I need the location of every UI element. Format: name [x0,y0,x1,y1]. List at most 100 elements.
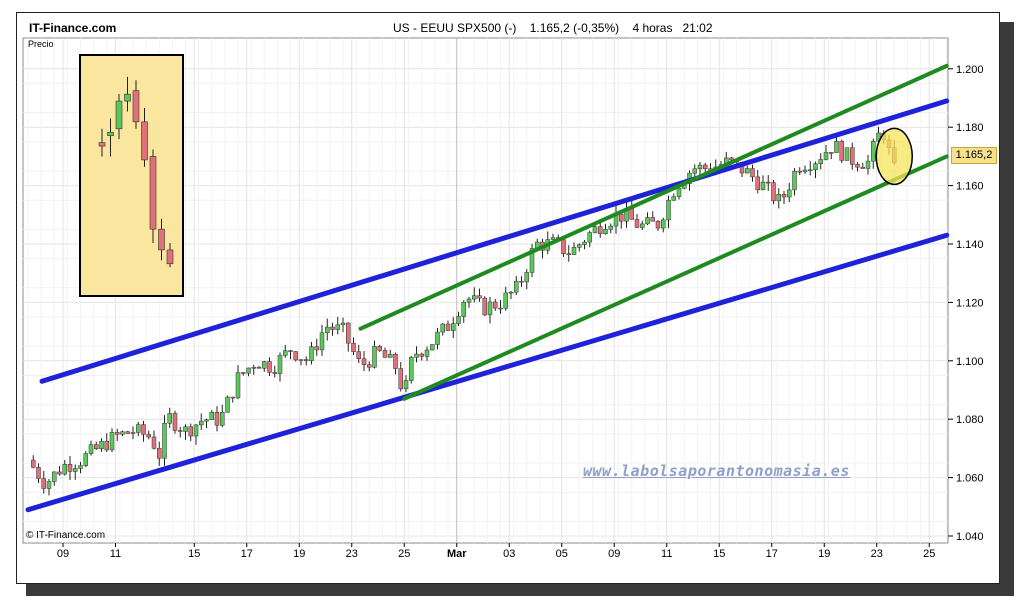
candle-up [603,229,608,235]
last-price-tag: 1.165,2 [951,147,997,164]
candle-down [151,436,157,449]
candle-down [230,396,235,399]
candle-up [277,355,283,374]
candle-up [372,346,377,368]
candle-up [503,292,508,309]
candle-down [382,350,388,358]
candle-down [57,471,62,475]
candle-up [676,188,682,197]
candle-up [487,301,493,316]
candle-up [309,346,314,361]
inset-candle-up [115,100,123,130]
candle-up [645,217,650,225]
candle-up [640,223,645,228]
inset-background [79,54,184,297]
candle-up [283,350,288,356]
candle-up [697,164,703,170]
candle-up [319,332,325,351]
candle-up [167,413,172,424]
candle-down [561,239,566,254]
candle-down [67,464,73,472]
candle-up [456,316,461,324]
candle-down [634,219,640,228]
candle-up [440,323,445,333]
candle-down [214,412,220,426]
candle-up [409,357,414,381]
inset-candle-up [124,93,131,102]
candle-down [346,322,351,344]
x-tick-label: 17 [241,548,253,560]
y-tick-label: 1.080 [956,414,984,426]
candle-up [73,468,78,472]
candle-up [802,169,808,172]
candle-up [193,424,199,437]
candle-up [608,225,613,230]
candle-up [199,420,204,426]
candle-down [850,147,855,165]
site-title[interactable]: IT-Finance.com [29,21,117,35]
candle-up [745,168,750,174]
candle-up [871,140,876,162]
candle-down [115,432,120,435]
candle-up [130,432,136,434]
inset-candle-down [158,228,165,251]
y-tick-label: 1.120 [956,297,984,309]
candle-up [99,441,104,449]
candle-down [829,152,834,154]
x-tick-label: 05 [556,548,568,560]
candle-up [792,170,797,191]
candle-down [445,323,451,331]
candle-down [755,176,760,190]
candle-down [188,426,193,437]
trendline-green-upper [358,63,949,331]
candle-up [461,301,466,317]
candle-up [298,359,304,361]
candle-down [729,157,734,161]
candle-up [335,324,340,330]
candle-down [351,342,356,352]
candle-down [267,361,272,373]
chart-header: US - EEUU SPX500 (-) 1.165,2 (-0,35%) 4 … [393,21,713,35]
candle-down [477,295,482,299]
candle-up [582,241,587,245]
inset-candle-down [149,156,157,230]
candle-down [398,368,403,390]
candle-down [31,459,36,468]
inset-candle-down [98,142,106,147]
copyright: © IT-Finance.com [26,530,106,541]
candle-down [703,164,708,169]
candle-up [508,291,514,294]
x-tick-label: 09 [57,548,69,560]
candle-down [314,346,319,351]
candle-down [493,301,498,309]
candle-down [361,358,367,365]
candle-up [550,237,556,240]
candle-up [83,453,88,466]
candle-down [272,372,277,374]
candle-up [529,248,535,273]
x-tick-label: 25 [923,548,935,560]
highlight-ellipse [875,127,913,186]
x-tick-label: 11 [661,548,672,560]
candle-down [293,351,298,361]
candle-down [519,280,524,283]
candle-down [125,431,130,434]
watermark-link[interactable]: www.labolsaporantonomasia.es [583,462,850,480]
candle-up [88,444,94,454]
candle-down [855,164,860,168]
candle-up [844,147,850,161]
candle-up [325,326,330,334]
candle-up [46,481,52,489]
candle-down [566,253,571,255]
candle-up [340,322,346,326]
candle-up [514,280,519,293]
candle-up [204,419,209,422]
candle-down [178,430,183,432]
candle-up [787,189,792,198]
candle-up [834,140,839,153]
y-axis: 1.040 1.060 1.080 1.100 1.120 1.140 1.160 1.180… [948,64,984,543]
candle-up [666,199,671,221]
y-tick-label: 1.200 [956,64,984,76]
candle-up [251,367,256,369]
